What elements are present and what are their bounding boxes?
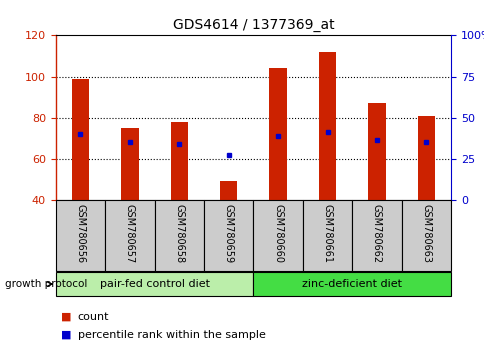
Text: ■: ■: [60, 312, 71, 322]
Bar: [220, 182, 237, 200]
Bar: [269, 68, 286, 200]
Text: GSM780663: GSM780663: [421, 204, 430, 263]
Bar: [72, 79, 89, 200]
Text: zinc-deficient diet: zinc-deficient diet: [302, 279, 401, 289]
Text: percentile rank within the sample: percentile rank within the sample: [77, 330, 265, 339]
Bar: [105, 200, 154, 271]
Text: pair-fed control diet: pair-fed control diet: [99, 279, 209, 289]
Text: GSM780660: GSM780660: [272, 204, 283, 263]
Text: GSM780661: GSM780661: [322, 204, 332, 263]
Bar: [253, 272, 450, 296]
Bar: [56, 272, 253, 296]
Bar: [318, 52, 335, 200]
Bar: [204, 200, 253, 271]
Title: GDS4614 / 1377369_at: GDS4614 / 1377369_at: [172, 18, 333, 32]
Bar: [253, 200, 302, 271]
Bar: [367, 103, 385, 200]
Bar: [351, 200, 401, 271]
Bar: [154, 200, 204, 271]
Text: GSM780659: GSM780659: [223, 204, 233, 263]
Text: count: count: [77, 312, 109, 322]
Text: GSM780657: GSM780657: [125, 204, 135, 263]
Bar: [56, 200, 105, 271]
Text: growth protocol: growth protocol: [5, 279, 87, 289]
Text: GSM780658: GSM780658: [174, 204, 184, 263]
Text: GSM780662: GSM780662: [371, 204, 381, 263]
Text: GSM780656: GSM780656: [76, 204, 85, 263]
Text: ■: ■: [60, 330, 71, 339]
Bar: [121, 128, 138, 200]
Bar: [417, 116, 434, 200]
Bar: [170, 122, 188, 200]
Bar: [401, 200, 450, 271]
Bar: [302, 200, 351, 271]
